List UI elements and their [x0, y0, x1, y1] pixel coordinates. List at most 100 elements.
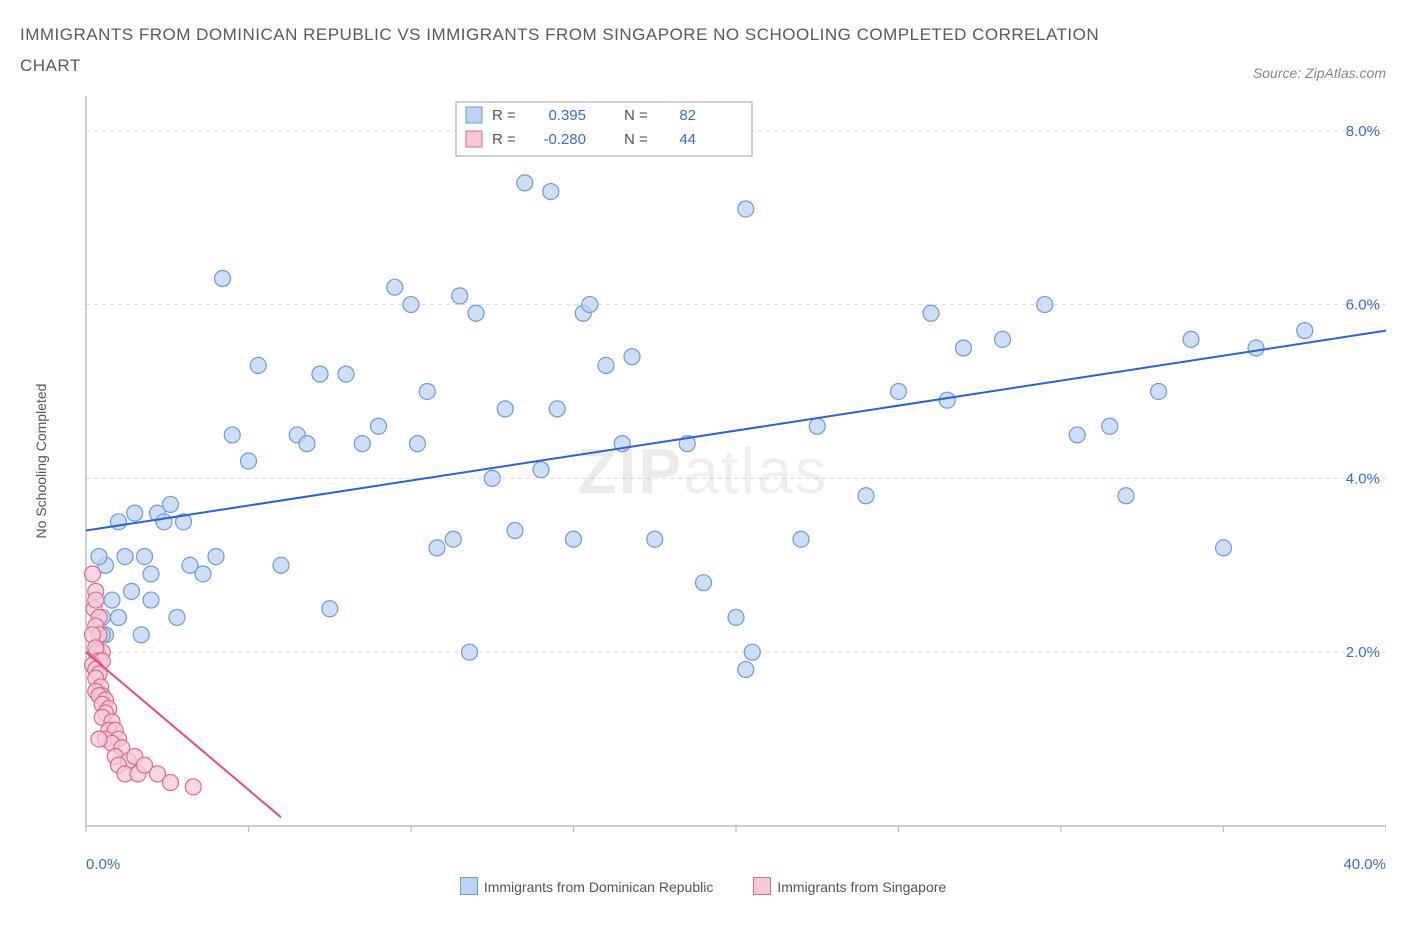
y-tick-label: 4.0%	[1346, 471, 1380, 488]
legend-n-value: 44	[679, 131, 696, 148]
data-point	[647, 531, 663, 547]
data-point	[858, 488, 874, 504]
data-point	[127, 505, 143, 521]
data-point	[163, 775, 179, 791]
data-point	[91, 731, 107, 747]
x-max-label: 40.0%	[1343, 856, 1386, 873]
trend-line	[86, 331, 1386, 531]
data-point	[793, 531, 809, 547]
legend-r-label: R =	[492, 131, 516, 148]
data-point	[419, 384, 435, 400]
legend-swatch	[753, 877, 771, 895]
data-point	[250, 358, 266, 374]
data-point	[403, 297, 419, 313]
data-point	[371, 418, 387, 434]
data-point	[224, 427, 240, 443]
legend-label: Immigrants from Dominican Republic	[484, 879, 714, 895]
legend-r-value: -0.280	[543, 131, 586, 148]
data-point	[387, 279, 403, 295]
data-point	[744, 644, 760, 660]
data-point	[995, 332, 1011, 348]
scatter-chart: 2.0% 4.0% 6.0% 8.0% No Schooling Completed R …	[20, 86, 1386, 856]
data-point	[462, 644, 478, 660]
data-point	[809, 418, 825, 434]
data-point	[429, 540, 445, 556]
data-point	[956, 340, 972, 356]
data-point	[143, 592, 159, 608]
data-point	[1069, 427, 1085, 443]
y-axis-label: No Schooling Completed	[33, 384, 49, 539]
y-tick-label: 8.0%	[1346, 123, 1380, 140]
data-point	[91, 549, 107, 565]
data-point	[923, 305, 939, 321]
data-point	[117, 549, 133, 565]
data-point	[939, 392, 955, 408]
bottom-legend-item: Immigrants from Singapore	[753, 877, 946, 895]
legend-swatch	[466, 131, 482, 147]
data-point	[299, 436, 315, 452]
data-point	[468, 305, 484, 321]
legend-r-value: 0.395	[548, 107, 586, 124]
data-point	[1183, 332, 1199, 348]
data-point	[484, 471, 500, 487]
data-point	[88, 592, 104, 608]
bottom-legend-item: Immigrants from Dominican Republic	[460, 877, 714, 895]
data-point	[1102, 418, 1118, 434]
data-point	[452, 288, 468, 304]
data-point	[891, 384, 907, 400]
data-point	[533, 462, 549, 478]
data-point	[696, 575, 712, 591]
data-point	[1118, 488, 1134, 504]
legend-swatch	[466, 107, 482, 123]
chart-title: IMMIGRANTS FROM DOMINICAN REPUBLIC VS IM…	[20, 20, 1120, 81]
chart-container: 2.0% 4.0% 6.0% 8.0% No Schooling Completed R …	[20, 86, 1386, 856]
data-point	[85, 566, 101, 582]
data-point	[185, 779, 201, 795]
data-point	[354, 436, 370, 452]
legend-n-label: N =	[624, 107, 648, 124]
data-point	[273, 557, 289, 573]
data-point	[133, 627, 149, 643]
data-point	[497, 401, 513, 417]
data-point	[624, 349, 640, 365]
legend-n-label: N =	[624, 131, 648, 148]
data-point	[163, 497, 179, 513]
data-point	[549, 401, 565, 417]
data-point	[215, 271, 231, 287]
data-point	[410, 436, 426, 452]
data-point	[738, 662, 754, 678]
legend-r-label: R =	[492, 107, 516, 124]
data-point	[507, 523, 523, 539]
data-point	[137, 549, 153, 565]
data-point	[169, 610, 185, 626]
data-point	[1248, 340, 1264, 356]
source-label: Source: ZipAtlas.com	[1253, 65, 1386, 81]
data-point	[738, 201, 754, 217]
y-tick-label: 6.0%	[1346, 297, 1380, 314]
data-point	[598, 358, 614, 374]
data-point	[517, 175, 533, 191]
data-point	[208, 549, 224, 565]
data-point	[728, 610, 744, 626]
data-point	[104, 592, 120, 608]
data-point	[156, 514, 172, 530]
legend-label: Immigrants from Singapore	[777, 879, 946, 895]
legend-swatch	[460, 877, 478, 895]
y-tick-label: 2.0%	[1346, 644, 1380, 661]
data-point	[312, 366, 328, 382]
data-point	[566, 531, 582, 547]
data-point	[124, 584, 140, 600]
data-point	[195, 566, 211, 582]
data-point	[1151, 384, 1167, 400]
data-point	[1216, 540, 1232, 556]
data-point	[543, 184, 559, 200]
data-point	[338, 366, 354, 382]
data-point	[241, 453, 257, 469]
data-point	[1037, 297, 1053, 313]
legend-n-value: 82	[679, 107, 696, 124]
data-point	[111, 610, 127, 626]
data-point	[322, 601, 338, 617]
data-point	[1297, 323, 1313, 339]
data-point	[111, 514, 127, 530]
bottom-legend: Immigrants from Dominican Republic Immigr…	[20, 877, 1386, 895]
